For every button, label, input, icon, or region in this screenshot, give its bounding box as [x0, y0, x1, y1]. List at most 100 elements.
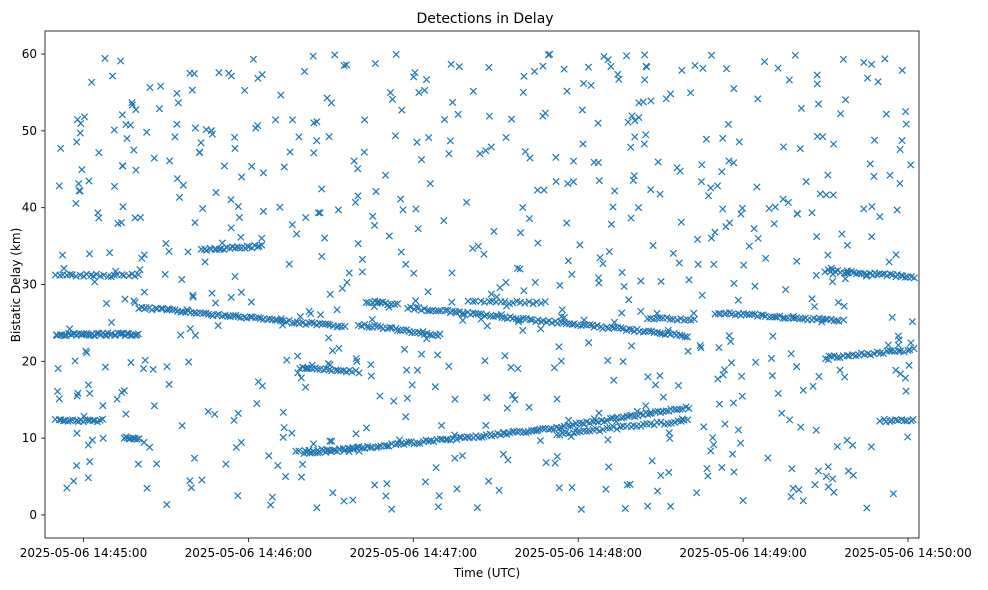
clutter-detection-marker	[697, 344, 705, 352]
clutter-detection-marker	[173, 120, 181, 128]
clutter-detection-marker	[564, 179, 572, 188]
x-axis-ticks: 2025-05-06 14:45:00 2025-05-06 14:46:00 20…	[20, 538, 972, 560]
track-detection-marker	[643, 314, 652, 323]
clutter-detection-marker	[117, 218, 126, 227]
track-detection-marker	[89, 417, 97, 425]
track-detection-marker	[240, 313, 248, 321]
clutter-detection-marker	[340, 61, 348, 70]
clutter-detection-marker	[499, 450, 508, 458]
clutter-detection-marker	[268, 493, 276, 501]
clutter-detection-marker	[352, 354, 360, 363]
clutter-detection-marker	[70, 477, 78, 485]
track-detection-marker	[213, 311, 221, 319]
clutter-detection-marker	[454, 110, 462, 118]
clutter-detection-marker	[551, 459, 559, 467]
clutter-detection-marker	[88, 436, 96, 444]
clutter-detection-marker	[99, 434, 107, 442]
track-detection-marker	[313, 365, 321, 373]
track-detection-marker	[478, 433, 486, 441]
clutter-detection-marker	[431, 383, 439, 391]
clutter-detection-marker	[300, 67, 309, 76]
clutter-detection-marker	[769, 332, 777, 340]
clutter-detection-marker	[725, 157, 733, 165]
clutter-detection-marker	[556, 281, 564, 290]
clutter-detection-marker	[555, 343, 563, 351]
clutter-detection-marker	[640, 140, 648, 148]
track-detection-marker	[512, 315, 520, 323]
track-detection-marker	[645, 327, 653, 335]
plot-frame	[44, 30, 920, 539]
clutter-detection-marker	[340, 497, 348, 505]
clutter-detection-marker	[836, 110, 845, 118]
clutter-detection-marker	[386, 89, 395, 97]
clutter-detection-marker	[71, 357, 79, 365]
track-detection-marker	[386, 324, 394, 332]
track-detection-marker	[345, 447, 353, 456]
clutter-detection-marker	[816, 190, 824, 198]
track-detection-marker	[426, 331, 434, 339]
clutter-detection-marker	[134, 460, 142, 468]
clutter-detection-marker	[280, 163, 288, 171]
clutter-detection-marker	[410, 269, 418, 277]
clutter-detection-marker	[370, 303, 378, 311]
clutter-detection-marker	[793, 363, 801, 371]
clutter-detection-marker	[814, 100, 823, 108]
clutter-detection-marker	[485, 112, 494, 120]
clutter-detection-marker	[558, 306, 566, 314]
clutter-detection-marker	[388, 505, 396, 513]
clutter-detection-marker	[277, 91, 285, 99]
track-detection-marker	[412, 303, 420, 311]
clutter-detection-marker	[173, 89, 181, 97]
clutter-detection-marker	[557, 357, 565, 365]
clutter-detection-marker	[627, 143, 635, 151]
clutter-detection-marker	[121, 295, 129, 303]
clutter-detection-marker	[530, 67, 539, 76]
clutter-detection-marker	[214, 321, 222, 330]
scatter-markers	[51, 50, 918, 513]
clutter-detection-marker	[254, 74, 262, 83]
track-detection-marker	[331, 446, 339, 455]
clutter-detection-marker	[309, 440, 318, 448]
clutter-detection-marker	[368, 315, 376, 324]
track-detection-marker	[68, 271, 76, 279]
clutter-detection-marker	[309, 52, 317, 60]
track-detection-marker	[579, 320, 588, 329]
clutter-detection-marker	[797, 104, 806, 112]
clutter-detection-marker	[85, 177, 93, 185]
clutter-detection-marker	[149, 365, 157, 373]
clutter-detection-marker	[195, 149, 204, 157]
clutter-detection-marker	[259, 207, 268, 215]
clutter-detection-marker	[550, 364, 559, 372]
track-detection-marker	[469, 297, 477, 306]
clutter-detection-marker	[155, 105, 164, 113]
clutter-detection-marker	[678, 66, 686, 74]
clutter-detection-marker	[338, 284, 347, 293]
clutter-detection-marker	[82, 347, 90, 355]
clutter-detection-marker	[863, 504, 871, 512]
clutter-detection-marker	[63, 484, 71, 492]
clutter-detection-marker	[634, 204, 643, 212]
clutter-detection-marker	[860, 58, 868, 67]
clutter-detection-marker	[767, 354, 776, 363]
clutter-detection-marker	[824, 171, 832, 179]
clutter-detection-marker	[666, 502, 675, 511]
clutter-detection-marker	[152, 460, 161, 468]
clutter-detection-marker	[279, 433, 287, 441]
clutter-detection-marker	[839, 55, 848, 63]
track-detection-marker	[547, 425, 556, 433]
clutter-detection-marker	[324, 334, 333, 342]
track-detection-marker	[599, 324, 607, 333]
clutter-detection-marker	[335, 344, 343, 352]
clutter-detection-marker	[594, 119, 602, 127]
track-detection-marker	[334, 322, 343, 330]
clutter-detection-marker	[136, 213, 145, 222]
track-detection-marker	[878, 270, 887, 278]
track-detection-marker	[678, 405, 687, 413]
clutter-detection-marker	[698, 291, 706, 299]
y-axis-ticks: 0 10 20 30 40 50 60	[22, 47, 45, 522]
clutter-detection-marker	[526, 154, 534, 162]
clutter-detection-marker	[302, 213, 310, 222]
clutter-detection-marker	[451, 395, 459, 403]
clutter-detection-marker	[211, 299, 220, 307]
track-detection-marker	[100, 271, 108, 279]
